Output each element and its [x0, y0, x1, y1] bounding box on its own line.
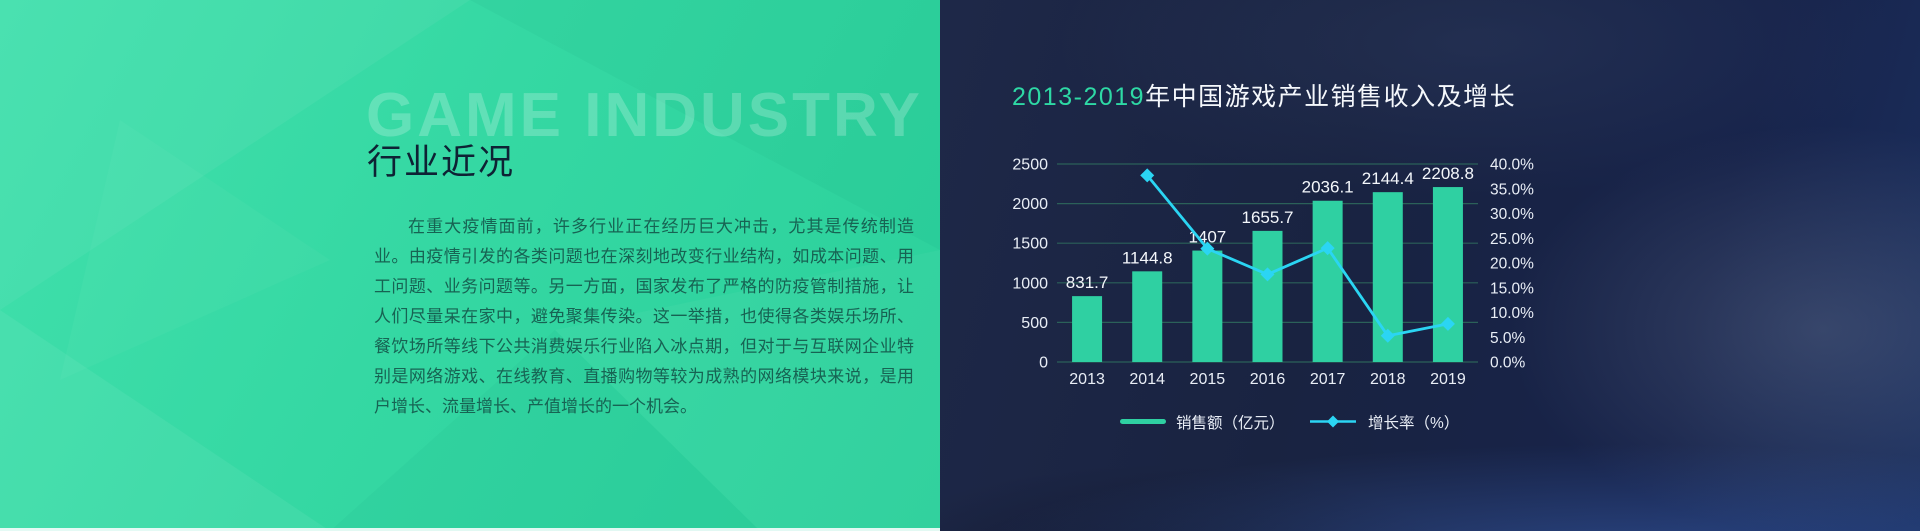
left-axis-tick: 0 [1039, 355, 1048, 372]
right-panel: 2013-2019年中国游戏产业销售收入及增长 0 500 1000 1500 2000… [940, 0, 1920, 531]
sales-growth-chart: 0 500 1000 1500 2000 2500 0.0% 5.0% 10.0% 15.0% 20… [1012, 157, 1534, 433]
bar-value-label: 2208.8 [1422, 164, 1474, 183]
facet-triangle [0, 310, 330, 531]
legend-swatch-sales [1120, 419, 1166, 424]
bar-value-label: 1655.7 [1242, 208, 1294, 227]
chart-title-years: 2013-2019 [1012, 83, 1146, 111]
line-marker-diamond [1260, 267, 1275, 282]
right-axis-tick: 30.0% [1490, 206, 1534, 223]
left-axis-tick: 1000 [1012, 275, 1048, 292]
line-marker-diamond [1440, 316, 1455, 331]
bar-2013 [1072, 296, 1103, 362]
left-axis-tick: 500 [1021, 315, 1048, 332]
facet-triangle [330, 330, 760, 531]
left-axis-tick: 2000 [1012, 196, 1048, 213]
bar-value-label: 2036.1 [1302, 178, 1354, 197]
line-marker-diamond [1200, 241, 1215, 256]
legend-label-growth: 增长率（%） [1368, 414, 1459, 432]
line-marker-diamond [1380, 328, 1395, 343]
facet-triangle [470, 0, 940, 250]
left-axis-tick: 1500 [1012, 236, 1048, 253]
line-marker-diamond [1320, 241, 1335, 256]
bar-value-label: 1144.8 [1122, 248, 1173, 267]
lowpoly-decoration [0, 0, 940, 531]
x-axis-label: 2015 [1190, 371, 1226, 388]
chart-title-text: 年中国游戏产业销售收入及增长 [1145, 83, 1517, 111]
bar-value-label: 1407 [1188, 228, 1226, 247]
bar-value-label: 831.7 [1066, 273, 1109, 292]
x-axis-label: 2018 [1370, 371, 1406, 388]
legend-marker-diamond [1327, 415, 1339, 428]
right-axis-tick: 40.0% [1490, 157, 1534, 174]
bar-2019 [1432, 187, 1463, 362]
bar-value-label: 2144.4 [1362, 169, 1414, 188]
bar-2017 [1312, 200, 1343, 362]
section-heading: 行业近况 [367, 143, 516, 182]
bottom-edge-strip [0, 528, 940, 531]
legend-label-sales: 销售额（亿元） [1176, 414, 1285, 432]
x-axis-label: 2019 [1430, 371, 1466, 388]
left-panel: GAME INDUSTRY 行业近况 在重大疫情面前，许多行业正在经历巨大冲击，… [0, 0, 940, 531]
x-axis-label: 2013 [1069, 371, 1105, 388]
right-axis-tick: 10.0% [1490, 305, 1534, 322]
bar-2016 [1252, 230, 1283, 362]
growth-rate-line [1146, 174, 1449, 338]
right-axis-tick: 15.0% [1490, 280, 1534, 297]
right-axis-tick: 20.0% [1490, 256, 1534, 273]
body-paragraph: 在重大疫情面前，许多行业正在经历巨大冲击，尤其是传统制造业。由疫情引发的各类问题… [374, 217, 914, 416]
facet-triangle [0, 0, 470, 310]
chart-title: 2013-2019年中国游戏产业销售收入及增长 [1012, 77, 1516, 113]
bar-2015 [1192, 250, 1223, 362]
x-axis-label: 2017 [1310, 371, 1346, 388]
right-axis-tick: 0.0% [1490, 355, 1526, 372]
x-axis-label: 2014 [1129, 371, 1165, 388]
bar-2014 [1132, 271, 1163, 362]
right-axis-tick: 5.0% [1490, 330, 1526, 347]
watermark-text: GAME INDUSTRY [366, 81, 923, 150]
right-axis-tick: 25.0% [1490, 231, 1534, 248]
right-axis-tick: 35.0% [1490, 181, 1534, 198]
left-axis-tick: 2500 [1012, 157, 1048, 174]
x-axis-label: 2016 [1250, 371, 1286, 388]
line-marker-diamond [1140, 168, 1155, 183]
